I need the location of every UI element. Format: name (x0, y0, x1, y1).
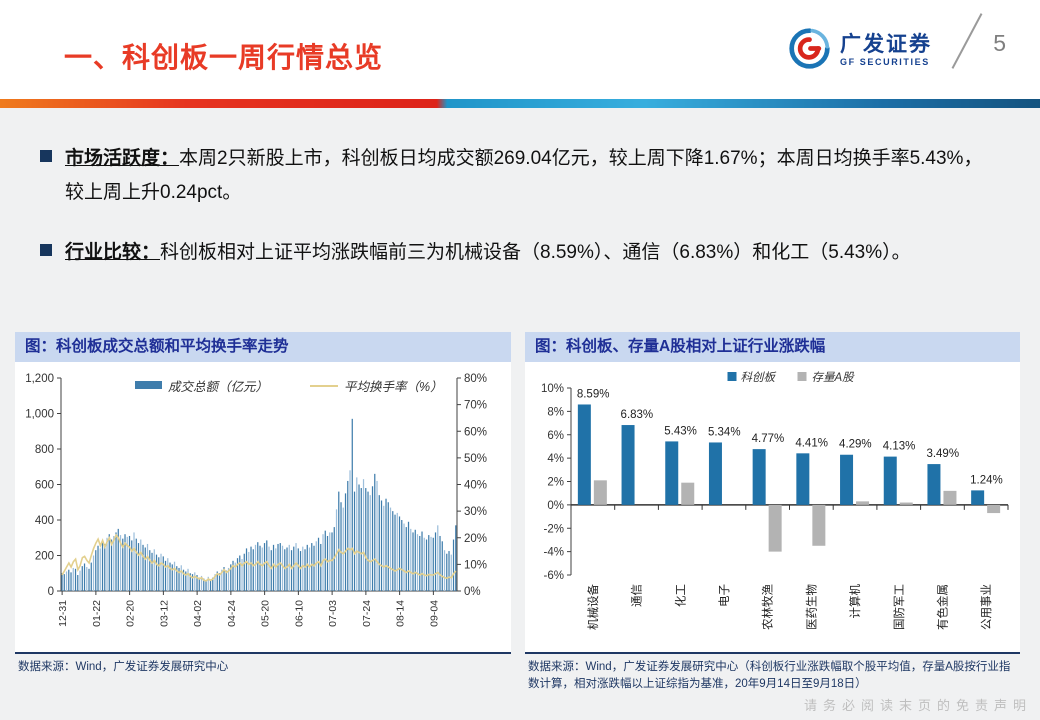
turnover-trend-panel-title: 图：科创板成交总额和平均换手率走势 (15, 332, 511, 362)
gf-logo-icon (787, 26, 832, 76)
industry-compare-panel-title: 图：科创板、存量A股相对上证行业涨跌幅 (525, 332, 1020, 362)
svg-text:400: 400 (35, 515, 54, 527)
svg-text:农林牧渔: 农林牧渔 (761, 584, 775, 630)
svg-text:8%: 8% (547, 406, 564, 418)
svg-text:公用事业: 公用事业 (980, 584, 993, 630)
svg-text:4.41%: 4.41% (795, 437, 828, 449)
header-slash-divider (951, 13, 983, 69)
slide-header: 一、科创板一周行情总览 广发证券 GF SECURITIES 5 (0, 0, 1040, 99)
svg-text:0: 0 (48, 586, 54, 598)
svg-text:80%: 80% (464, 373, 487, 385)
svg-text:计算机: 计算机 (848, 584, 862, 619)
bullet-square-icon (40, 244, 52, 257)
svg-text:6%: 6% (547, 430, 564, 442)
grouped-bar-chart-svg: 10% 8% 6% 4% 2% 0% -2% -4% -6% 8.59% 机械设备 6.83% 通信 5.… (541, 371, 1009, 630)
svg-text:02-20: 02-20 (125, 600, 137, 627)
svg-text:-6%: -6% (544, 570, 564, 582)
svg-text:07-24: 07-24 (361, 600, 373, 627)
gf-logo-en: GF SECURITIES (840, 57, 930, 68)
svg-text:06-10: 06-10 (293, 600, 305, 627)
page-title: 一、科创板一周行情总览 (64, 42, 384, 73)
svg-text:科创板: 科创板 (741, 371, 777, 384)
svg-text:国防军工: 国防军工 (892, 584, 906, 630)
disclaimer-watermark: 请务必阅读末页的免责声明 (803, 698, 1032, 713)
svg-text:0%: 0% (464, 586, 481, 598)
bullet-market-activity: 市场活跃度：本周2只新股上市，科创板日均成交额269.04亿元，较上周下降1.6… (40, 142, 1000, 210)
svg-text:1,200: 1,200 (25, 373, 54, 385)
svg-text:800: 800 (35, 444, 54, 456)
svg-text:50%: 50% (464, 453, 487, 465)
bullet-square-icon (40, 150, 52, 162)
page-number: 5 (993, 30, 1006, 56)
svg-text:600: 600 (35, 480, 54, 492)
svg-text:200: 200 (35, 551, 54, 563)
industry-compare-chart: 10% 8% 6% 4% 2% 0% -2% -4% -6% 8.59% 机械设备 6.83% 通信 5.… (525, 362, 1020, 652)
svg-text:电子: 电子 (718, 584, 731, 607)
bullet-label: 市场活跃度： (65, 148, 180, 169)
svg-text:-2%: -2% (544, 523, 564, 535)
svg-text:70%: 70% (464, 400, 487, 412)
combo-chart-svg: 0 200 400 600 800 1,000 1,200 0% 10% 20% 30% 40% 50%… (25, 373, 487, 627)
bullet-industry-compare-text: 行业比较：科创板相对上证平均涨跌幅前三为机械设备（8.59%）、通信（6.83%… (65, 236, 911, 270)
svg-text:4.77%: 4.77% (752, 433, 785, 445)
svg-text:30%: 30% (464, 506, 487, 518)
svg-text:机械设备: 机械设备 (586, 584, 600, 630)
bullet-industry-compare: 行业比较：科创板相对上证平均涨跌幅前三为机械设备（8.59%）、通信（6.83%… (40, 236, 1000, 270)
svg-text:通信: 通信 (631, 584, 644, 607)
svg-text:1.24%: 1.24% (970, 474, 1003, 486)
gf-logo: 广发证券 GF SECURITIES (787, 26, 932, 76)
summary-bullets: 市场活跃度：本周2只新股上市，科创板日均成交额269.04亿元，较上周下降1.6… (40, 142, 1000, 297)
svg-text:存量A股: 存量A股 (812, 371, 856, 384)
svg-text:6.83%: 6.83% (621, 409, 654, 421)
svg-text:4.13%: 4.13% (883, 441, 916, 453)
svg-text:04-24: 04-24 (226, 600, 238, 627)
svg-text:60%: 60% (464, 426, 487, 438)
svg-text:4%: 4% (547, 453, 564, 465)
turnover-trend-chart: 0 200 400 600 800 1,000 1,200 0% 10% 20% 30% 40% 50%… (15, 362, 511, 652)
svg-text:03-12: 03-12 (158, 600, 170, 627)
bullet-body: 科创板相对上证平均涨跌幅前三为机械设备（8.59%）、通信（6.83%）和化工（… (160, 242, 911, 264)
svg-text:01-22: 01-22 (91, 600, 103, 627)
bullet-body: 本周2只新股上市，科创板日均成交额269.04亿元，较上周下降1.67%；本周日… (65, 148, 983, 204)
turnover-trend-source: 数据来源：Wind，广发证券发展研究中心 (15, 652, 511, 676)
svg-text:05-20: 05-20 (260, 600, 272, 627)
svg-text:10%: 10% (541, 383, 564, 395)
svg-text:5.34%: 5.34% (708, 426, 741, 438)
industry-compare-panel: 图：科创板、存量A股相对上证行业涨跌幅 10% 8% 6% 4% 2% 0% -2% -4% -… (525, 332, 1020, 692)
svg-text:08-14: 08-14 (395, 600, 407, 627)
industry-compare-source: 数据来源：Wind，广发证券发展研究中心（科创板行业涨跌幅取个股平均值，存量A股… (525, 652, 1020, 692)
svg-text:5.43%: 5.43% (664, 425, 697, 437)
svg-text:化工: 化工 (673, 584, 687, 607)
svg-text:1,000: 1,000 (25, 409, 54, 421)
turnover-trend-panel: 图：科创板成交总额和平均换手率走势 0 200 400 600 800 1,000 1,20… (15, 332, 511, 676)
svg-text:8.59%: 8.59% (577, 388, 610, 400)
svg-text:07-03: 07-03 (327, 600, 339, 627)
bullet-market-activity-text: 市场活跃度：本周2只新股上市，科创板日均成交额269.04亿元，较上周下降1.6… (65, 142, 1000, 210)
header-gradient-divider (0, 99, 1040, 108)
svg-text:4.29%: 4.29% (839, 439, 872, 451)
gf-logo-text: 广发证券 GF SECURITIES (840, 33, 932, 68)
svg-text:2%: 2% (547, 477, 564, 489)
svg-text:-4%: -4% (544, 547, 564, 559)
svg-text:09-04: 09-04 (428, 600, 440, 627)
svg-text:12-31: 12-31 (57, 600, 69, 627)
svg-text:10%: 10% (464, 559, 487, 571)
svg-text:成交总额（亿元）: 成交总额（亿元） (168, 380, 268, 394)
gf-logo-cn: 广发证券 (840, 33, 932, 57)
svg-text:3.49%: 3.49% (926, 448, 959, 460)
content-area: 市场活跃度：本周2只新股上市，科创板日均成交额269.04亿元，较上周下降1.6… (0, 108, 1040, 720)
svg-text:医药生物: 医药生物 (804, 584, 818, 630)
svg-text:平均换手率（%）: 平均换手率（%） (344, 380, 443, 394)
bullet-label: 行业比较： (65, 242, 161, 264)
svg-text:20%: 20% (464, 533, 487, 545)
svg-text:0%: 0% (547, 500, 564, 512)
svg-text:04-02: 04-02 (192, 600, 204, 627)
svg-text:有色金属: 有色金属 (935, 584, 949, 630)
svg-text:40%: 40% (464, 480, 487, 492)
